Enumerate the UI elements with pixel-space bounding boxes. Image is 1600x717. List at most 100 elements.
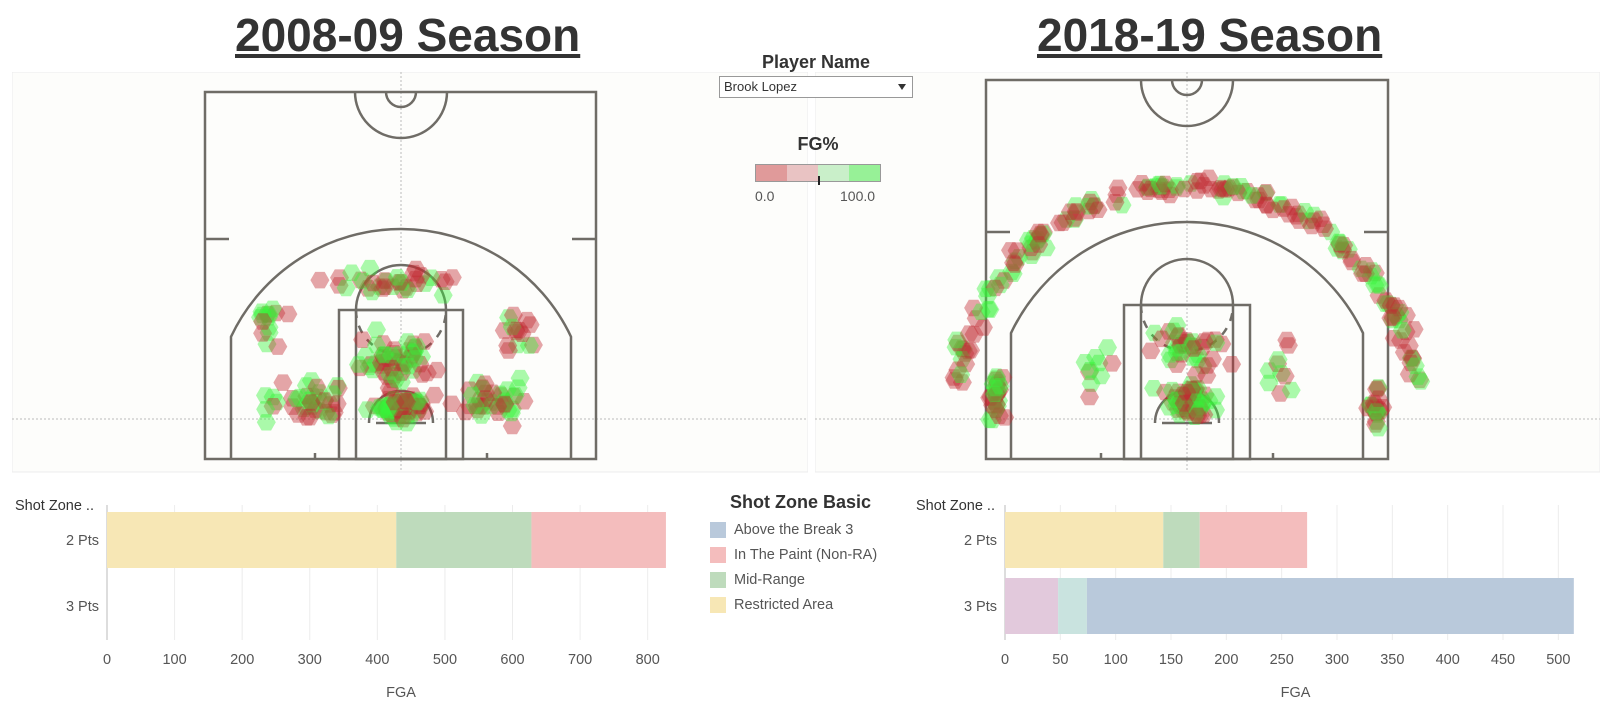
shot-hex <box>987 368 1007 385</box>
shot-hex <box>256 414 276 431</box>
shot-hex <box>399 357 418 375</box>
shot-hex <box>1289 212 1309 229</box>
shot-hex <box>1160 186 1180 204</box>
shot-hex <box>290 388 310 406</box>
shot-hex <box>989 392 1008 409</box>
x-tick-label: 100 <box>162 652 186 668</box>
shot-hex <box>1159 399 1179 416</box>
shot-hex <box>263 398 283 415</box>
shot-hex <box>505 387 525 404</box>
chevron-down-icon[interactable] <box>898 84 906 90</box>
shot-hex <box>1177 397 1196 415</box>
shot-hex <box>1080 362 1100 379</box>
shot-hex <box>386 413 406 431</box>
shot-hex <box>1302 217 1322 235</box>
legend-item-above-break-3[interactable]: Above the Break 3 <box>710 517 877 542</box>
shot-hex <box>392 400 412 418</box>
shot-hex <box>1188 407 1208 424</box>
shot-hex <box>1369 420 1388 437</box>
shot-hex <box>1171 337 1191 354</box>
player-name-dropdown[interactable]: Brook Lopez <box>719 76 913 98</box>
shot-hex <box>1183 388 1202 405</box>
shot-hex <box>506 323 526 341</box>
shot-hex <box>407 338 427 355</box>
shot-hex <box>471 398 491 415</box>
shot-hex <box>395 355 415 373</box>
shot-hex <box>385 367 405 384</box>
shot-hex <box>1186 391 1205 408</box>
shot-chart-2018[interactable] <box>815 72 1600 482</box>
shot-hex <box>1009 249 1029 266</box>
shot-hex <box>1030 227 1050 244</box>
shot-hex <box>366 336 386 354</box>
center-circle-inner <box>1170 79 1204 97</box>
shot-hex <box>1233 182 1253 200</box>
legend-item-restricted-area[interactable]: Restricted Area <box>710 592 877 617</box>
shot-hex <box>402 394 422 411</box>
shot-hex <box>395 401 415 419</box>
shot-hex <box>470 391 490 409</box>
shot-hex <box>283 398 303 415</box>
shot-hex <box>300 391 320 409</box>
fg-ramp-step <box>849 165 880 181</box>
shot-hex <box>1167 177 1187 194</box>
shot-hex <box>360 259 380 277</box>
shot-hex <box>406 270 425 288</box>
shot-hex <box>1173 386 1193 404</box>
legend-item-in-the-paint[interactable]: In The Paint (Non-RA) <box>710 542 877 567</box>
shot-hex <box>1149 181 1169 199</box>
shot-hex <box>398 406 418 424</box>
shot-hex <box>389 274 409 291</box>
shot-hex <box>1036 239 1056 257</box>
shot-hexbins <box>251 259 543 435</box>
shot-hex <box>362 283 382 301</box>
shot-hex <box>1370 402 1390 420</box>
shot-hex <box>494 392 514 409</box>
shot-hex <box>497 381 517 398</box>
shot-hex <box>1367 406 1387 423</box>
shot-hex <box>300 408 320 426</box>
shot-chart-2008[interactable] <box>12 72 808 482</box>
shot-hex <box>1399 365 1419 383</box>
shot-hex <box>983 375 1003 393</box>
shot-hex <box>990 378 1010 395</box>
shot-hex <box>1175 403 1195 420</box>
shot-hex <box>381 382 401 400</box>
shot-hex <box>986 401 1006 418</box>
shot-hex <box>502 417 522 435</box>
shot-hex <box>403 344 423 361</box>
shot-hex <box>370 399 389 416</box>
shot-hex <box>431 271 451 288</box>
shot-hex <box>353 331 373 348</box>
shot-hex <box>946 338 966 356</box>
shot-hex <box>501 404 521 422</box>
shot-hex <box>282 390 302 407</box>
x-tick-label: 450 <box>1491 652 1515 668</box>
shot-hex <box>473 379 493 396</box>
legend-item-mid-range[interactable]: Mid-Range <box>710 567 877 592</box>
shot-hex <box>1098 339 1117 356</box>
shot-hex <box>985 386 1004 403</box>
fg-color-ramp[interactable] <box>755 164 881 182</box>
shot-hex <box>399 403 419 420</box>
shot-hex <box>1366 413 1386 430</box>
shot-hex <box>257 305 277 323</box>
shot-hex <box>1064 210 1084 227</box>
shot-hex <box>944 369 964 386</box>
shot-zone-legend-title: Shot Zone Basic <box>730 492 872 512</box>
shot-hex <box>259 324 279 341</box>
shot-hex <box>482 397 501 415</box>
shot-hex <box>1366 402 1386 419</box>
shot-hex <box>1360 396 1380 413</box>
shot-hex <box>401 393 421 411</box>
shot-hex <box>520 316 540 333</box>
shot-hex <box>948 361 968 378</box>
shot-hex <box>509 322 529 339</box>
shot-hex <box>1080 363 1099 381</box>
bar-segment <box>1005 578 1059 634</box>
shot-hex <box>1199 392 1219 409</box>
shot-hex <box>1399 337 1419 354</box>
shot-hex <box>386 349 405 366</box>
shot-hex <box>303 395 323 413</box>
shot-hex <box>1105 194 1125 211</box>
